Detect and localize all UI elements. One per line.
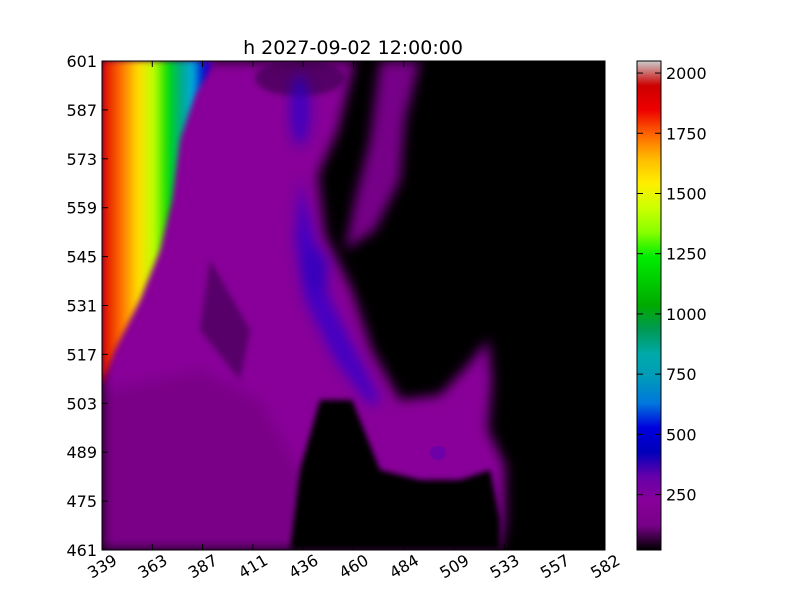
x-tick-label: 436: [285, 551, 321, 583]
x-tick-label: 484: [386, 551, 422, 583]
x-tick-label: 363: [135, 551, 171, 583]
x-tick-label: 557: [537, 551, 573, 583]
y-tick-label: 559: [66, 199, 97, 218]
y-tick-label: 573: [66, 150, 97, 169]
x-tick-label: 460: [336, 551, 372, 583]
x-tick-label: 509: [436, 551, 472, 583]
colorbar-tick-label: 1500: [666, 184, 707, 203]
purple-plateau-region: [102, 61, 505, 550]
y-tick-label: 545: [66, 248, 97, 267]
y-tick-label: 489: [66, 443, 97, 462]
colorbar: [636, 60, 662, 551]
y-axis-ticks: 601 587 573 559 545 531 517 503 489 475 461: [66, 52, 605, 560]
colorbar-tick-label: 1750: [666, 124, 707, 143]
plot-area: [102, 61, 605, 550]
colorbar-tick-label: 500: [666, 425, 697, 444]
y-tick-label: 531: [66, 297, 97, 316]
high-ridge-band: [102, 61, 215, 385]
y-tick-label: 475: [66, 492, 97, 511]
x-tick-label: 582: [587, 551, 623, 583]
x-tick-label: 533: [487, 551, 523, 583]
chart-title: h 2027-09-02 12:00:00: [243, 37, 463, 59]
colorbar-ticks: 2000 1750 1500 1250 1000 750 500 250: [637, 64, 707, 505]
y-tick-label: 587: [66, 101, 97, 120]
y-tick-label: 461: [66, 541, 97, 560]
y-tick-label: 503: [66, 394, 97, 413]
x-tick-label: 411: [235, 551, 271, 583]
colorbar-tick-label: 750: [666, 365, 697, 384]
y-tick-label: 517: [66, 345, 97, 364]
local-spot: [430, 446, 446, 460]
x-tick-label: 387: [185, 551, 221, 583]
blue-channel-feature: [290, 75, 380, 405]
y-tick-label: 601: [66, 52, 97, 71]
colorbar-tick-label: 2000: [666, 64, 707, 83]
colorbar-tick-label: 1000: [666, 305, 707, 324]
colorbar-tick-label: 250: [666, 486, 697, 505]
colorbar-tick-label: 1250: [666, 245, 707, 264]
